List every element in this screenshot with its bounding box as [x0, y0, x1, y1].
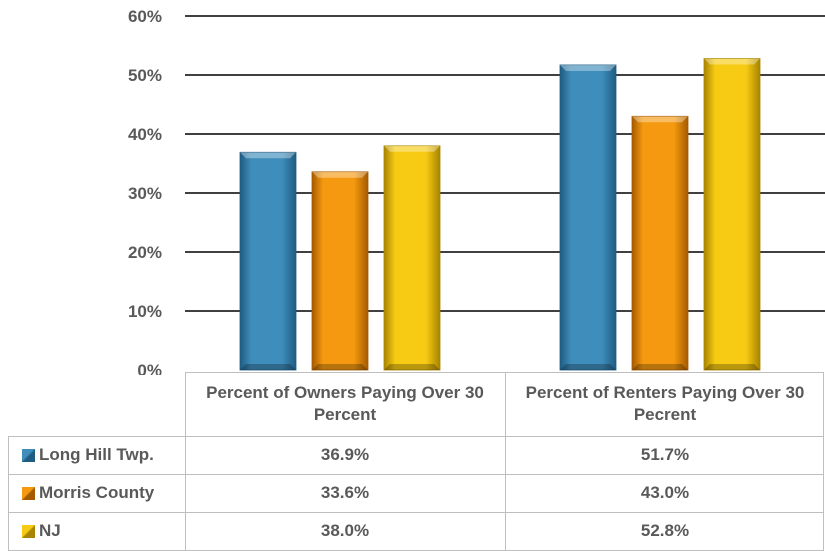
y-tick-label: 30% [128, 184, 162, 203]
y-tick-label: 40% [128, 125, 162, 144]
bar [703, 58, 761, 371]
series-name: NJ [39, 520, 61, 540]
legend-key-icon [22, 524, 35, 538]
series-name: Long Hill Twp. [39, 444, 154, 464]
bar [559, 64, 617, 371]
table-border [8, 436, 9, 550]
legend-entry: Long Hill Twp. [8, 436, 185, 474]
data-label: 43.0% [640, 482, 690, 502]
data-label: 36.9% [320, 444, 370, 464]
legend-key-icon [22, 486, 35, 500]
table-border [185, 372, 186, 551]
table-border [8, 512, 824, 513]
table-border [505, 372, 506, 551]
y-tick-label: 60% [128, 7, 162, 26]
legend-entry: Morris County [8, 474, 185, 512]
table-border [8, 474, 824, 475]
y-tick-label: 0% [137, 361, 162, 375]
legend-key-icon [22, 448, 35, 462]
bar [239, 151, 297, 371]
category-label: Percent of Owners Paying Over 30 Percent [206, 382, 484, 424]
table-border [8, 436, 824, 437]
y-tick-label: 20% [128, 243, 162, 262]
bar [631, 115, 689, 371]
data-label: 52.8% [640, 520, 690, 540]
data-label: 33.6% [320, 482, 370, 502]
bar [311, 171, 369, 371]
data-label: 51.7% [640, 444, 690, 464]
category-label: Percent of Renters Paying Over 30 Pecren… [525, 382, 805, 424]
bar [383, 145, 441, 371]
data-label: 38.0% [320, 520, 370, 540]
table-border [185, 372, 824, 373]
y-tick-label: 10% [128, 302, 162, 321]
bar-chart: 0% 10% 20% 30% 40% 50% 60% [128, 7, 825, 375]
table-border [823, 372, 824, 551]
y-tick-label: 50% [128, 66, 162, 85]
series-name: Morris County [39, 482, 155, 502]
legend-entry: NJ [8, 512, 185, 550]
